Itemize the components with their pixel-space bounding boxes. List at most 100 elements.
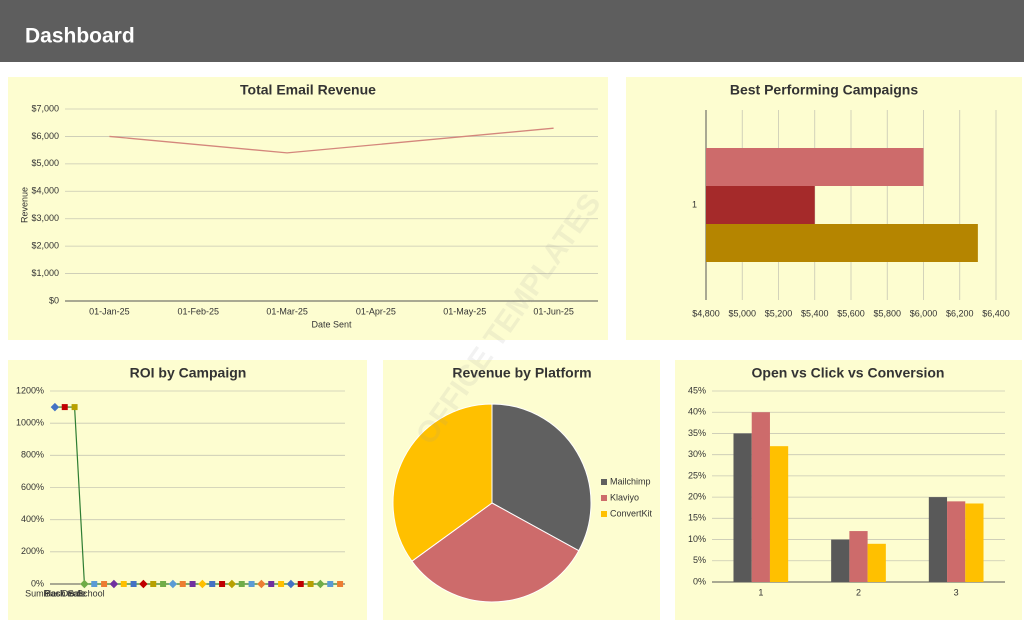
marker <box>61 404 68 411</box>
bar <box>831 539 850 582</box>
x-tick-label: 01-Jan-25 <box>89 306 130 316</box>
legend-label: Klaviyo <box>610 492 639 502</box>
y-tick-label: 400% <box>21 514 44 524</box>
x-tick-label: $5,800 <box>873 308 901 318</box>
bar <box>733 433 752 582</box>
header-title: Dashboard <box>25 25 135 48</box>
y-tick-label: $7,000 <box>31 103 59 113</box>
marker <box>189 581 196 587</box>
y-tick-label: 40% <box>688 407 706 417</box>
marker <box>307 581 314 587</box>
pie-slice <box>491 403 592 552</box>
y-tick-label: 0% <box>31 578 44 588</box>
y-tick-label: 25% <box>688 470 706 480</box>
pie-slice <box>411 502 580 603</box>
x-tick-label: 3 <box>954 587 959 597</box>
y-tick-label: $6,000 <box>31 131 59 141</box>
bar <box>706 186 815 224</box>
x-tick-label: Flash Sale <box>43 588 86 598</box>
marker <box>209 581 216 587</box>
x-tick-label: Back to School <box>45 588 105 598</box>
x-tick-label: $6,000 <box>910 308 938 318</box>
marker <box>91 581 98 587</box>
marker <box>238 581 245 587</box>
bar <box>706 148 924 186</box>
y-tick-label: 30% <box>688 449 706 459</box>
marker <box>179 581 186 587</box>
y-tick-label: 600% <box>21 482 44 492</box>
x-tick-label: $5,200 <box>765 308 793 318</box>
bar <box>928 497 948 582</box>
x-tick-label: 01-Mar-25 <box>266 306 308 316</box>
x-tick-label: 01-May-25 <box>443 306 486 316</box>
y-tick-label: $3,000 <box>31 213 59 223</box>
y-tick-label: 10% <box>688 534 706 544</box>
y-tick-label: $4,000 <box>31 186 59 196</box>
x-tick-label: 01-Jun-25 <box>533 306 574 316</box>
marker <box>286 579 296 589</box>
marker <box>150 581 157 587</box>
marker <box>130 581 137 587</box>
chart-title: Open vs Click vs Conversion <box>752 365 945 381</box>
y-tick-label: $2,000 <box>31 241 59 251</box>
marker <box>248 581 255 587</box>
legend-swatch <box>601 495 607 501</box>
y-tick-label: 35% <box>688 428 706 438</box>
x-tick-label: $6,400 <box>982 308 1010 318</box>
x-tick-label: 2 <box>856 587 861 597</box>
header-bar <box>0 0 1024 62</box>
y-tick-label: 1200% <box>16 385 44 395</box>
bar <box>706 224 978 262</box>
y-tick-label: 15% <box>688 513 706 523</box>
legend-label: ConvertKit <box>610 508 653 518</box>
y-tick-label: $0 <box>49 295 59 305</box>
marker <box>297 581 304 587</box>
y-tick-label: $5,000 <box>31 158 59 168</box>
x-tick-label: Summer Deals <box>25 588 85 598</box>
panel <box>8 77 608 340</box>
marker <box>160 581 167 587</box>
y-tick-label: 1000% <box>16 418 44 428</box>
x-tick-label: $4,800 <box>692 308 720 318</box>
x-tick-label: $6,200 <box>946 308 974 318</box>
bar <box>769 446 789 582</box>
x-tick-label: $5,600 <box>837 308 865 318</box>
bar <box>965 503 984 582</box>
y-tick-label: 20% <box>688 491 706 501</box>
marker <box>219 581 226 587</box>
y-tick-label: 0% <box>693 576 706 586</box>
x-tick-label: 01-Apr-25 <box>356 306 396 316</box>
chart-title: Revenue by Platform <box>452 365 591 381</box>
bar <box>867 543 886 582</box>
x-tick-label: 01-Feb-25 <box>177 306 219 316</box>
marker <box>101 581 108 587</box>
y-tick-label: 800% <box>21 450 44 460</box>
charts: Total Email Revenue $0 $1,000 $2,000 $3,000 $… <box>16 82 1010 603</box>
x-tick-label: $5,000 <box>728 308 756 318</box>
y-tick-label: 1 <box>692 199 697 209</box>
marker <box>71 404 78 411</box>
y-tick-label: 45% <box>688 385 706 395</box>
x-tick-label: 1 <box>758 587 763 597</box>
y-tick-label: $1,000 <box>31 268 59 278</box>
marker <box>50 402 60 412</box>
marker <box>316 579 325 589</box>
marker <box>278 581 285 587</box>
chart-title: Best Performing Campaigns <box>730 82 918 98</box>
marker <box>120 581 127 587</box>
bar <box>947 501 966 582</box>
line <box>109 127 554 154</box>
x-axis-label: Date Sent <box>311 319 352 329</box>
panel <box>626 77 1022 340</box>
bar <box>849 531 868 582</box>
panel <box>8 360 367 620</box>
y-tick-label: 200% <box>21 546 44 556</box>
legend-swatch <box>601 511 607 517</box>
marker <box>257 579 266 589</box>
bar <box>751 412 770 582</box>
marker <box>327 581 334 587</box>
legend-swatch <box>601 479 607 485</box>
chart-title: Total Email Revenue <box>240 82 376 98</box>
y-tick-label: 5% <box>693 555 706 565</box>
